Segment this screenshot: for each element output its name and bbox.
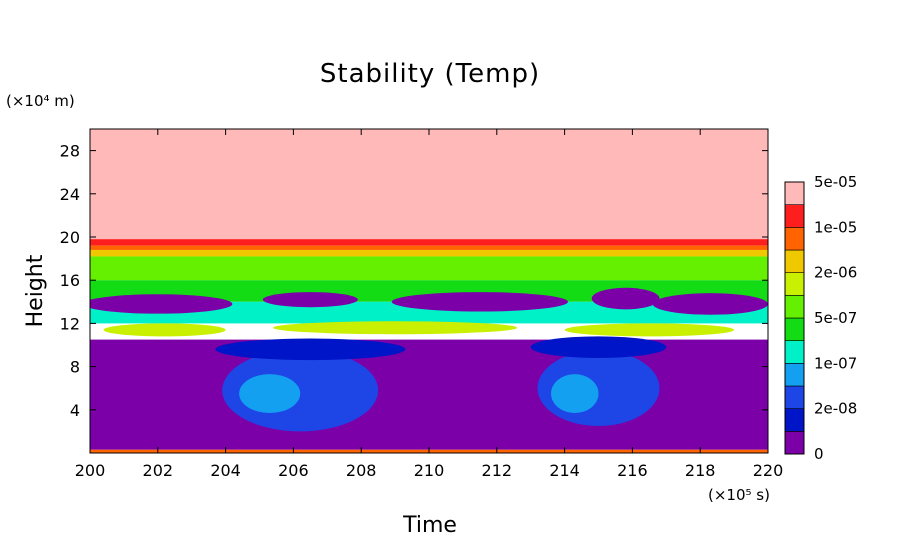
x-tick-label: 208 [346,461,377,480]
y-tick-label: 24 [60,185,80,204]
colorbar-label: 2e-06 [814,264,857,282]
x-tick-label: 202 [143,461,174,480]
x-ticks: 200 202 204 206 208 210 212 214 216 218 220 [75,129,784,480]
purple-pocket-4 [591,287,660,310]
cyan-core-2 [551,374,599,414]
colorbar-swatch [784,340,805,364]
colorbar-swatch [784,363,805,387]
y-unit-label: (×10⁴ m) [6,92,75,110]
y-axis-label: Height [23,254,48,327]
x-tick-label: 210 [414,461,445,480]
colorbar-label: 2e-08 [814,400,857,418]
colorbar-swatch [784,431,805,455]
colorbar-label: 0 [814,445,824,463]
x-tick-label: 220 [753,461,784,480]
colorbar-swatch [784,181,805,205]
mid-cyan [90,301,768,324]
colorbar-swatch [784,249,805,273]
inversion-yellow [90,249,768,257]
x-tick-label: 212 [482,461,513,480]
lower-purple [90,339,768,450]
y-tick-label: 28 [60,142,80,161]
x-tick-label: 216 [617,461,648,480]
x-tick-label: 200 [75,461,106,480]
colorbar-swatch [784,227,805,251]
colorbar-label: 5e-05 [814,173,857,191]
colorbar: 0 2e-08 1e-07 5e-07 2e-06 1e-05 5e-05 [784,173,857,463]
y-ticks: 4 8 12 16 20 24 28 [60,142,768,420]
y-tick-label: 8 [70,358,80,377]
x-tick-label: 204 [210,461,241,480]
colorbar-frame [784,181,805,455]
y-tick-label: 16 [60,271,80,290]
inversion-orange [90,245,768,250]
purple-pocket-2 [262,292,358,308]
y-tick-label: 4 [70,401,80,420]
colorbar-swatch [784,317,805,341]
yellow-tongue-1 [103,323,226,337]
yellow-tongue-3 [564,323,735,337]
colorbar-label: 1e-05 [814,218,857,236]
purple-pocket-3 [391,292,568,312]
chart-title: Stability (Temp) [320,59,540,89]
colorbar-label: 1e-07 [814,354,857,372]
x-tick-label: 218 [685,461,716,480]
colorbar-swatch [784,272,805,296]
blue-band-2 [530,336,667,358]
cyan-core-1 [239,374,301,414]
mid-green-light [90,256,768,281]
purple-pocket-5 [652,293,768,315]
colorbar-swatch [784,408,805,432]
y-tick-label: 12 [60,314,80,333]
purple-pocket-1 [90,294,233,314]
yellow-tongue-2 [273,321,518,335]
inversion-red [90,239,768,246]
colorbar-swatch [784,204,805,228]
x-unit-label: (×10⁵ s) [708,486,770,504]
x-tick-label: 206 [278,461,309,480]
y-tick-label: 20 [60,228,80,247]
x-axis-label: Time [402,513,457,538]
blue-band-1 [215,338,406,361]
upper-layer [90,129,768,240]
colorbar-label: 5e-07 [814,309,857,327]
colorbar-swatch [784,295,805,319]
heatmap-layer [90,129,768,453]
x-tick-label: 214 [549,461,580,480]
colorbar-swatch [784,385,805,409]
